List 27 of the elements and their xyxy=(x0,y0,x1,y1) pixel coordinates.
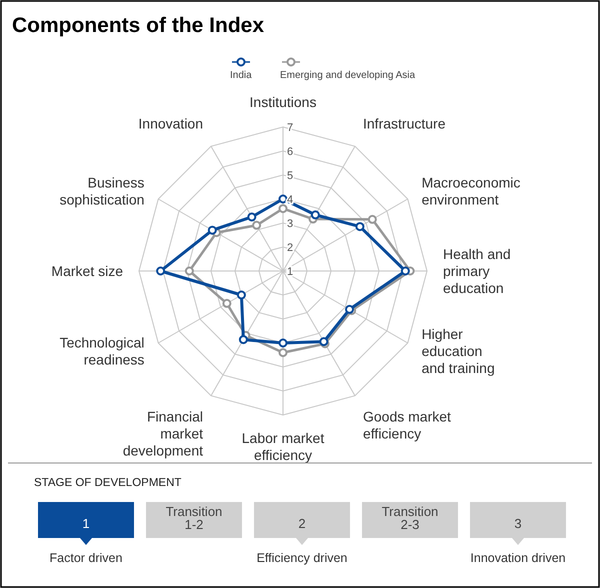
spoke-label: Market size xyxy=(51,263,124,279)
spoke-label: Business sophistication xyxy=(60,174,144,208)
spoke-label: Macroeconomic environment xyxy=(422,174,520,208)
spoke-label: Financial market development xyxy=(122,408,204,459)
stage-box: Transition 1-2 xyxy=(146,502,242,538)
spoke-label: Institutions xyxy=(250,94,316,110)
y-tick-label: 6 xyxy=(287,146,294,158)
spoke-label: Technological readiness xyxy=(60,334,144,368)
chart-title: Components of the Index xyxy=(12,14,264,37)
y-tick-label: 2 xyxy=(287,242,294,254)
stage-box: Transition 2-3 xyxy=(362,502,458,538)
y-tick-label: 3 xyxy=(287,218,294,230)
spoke-label: Labor market efficiency xyxy=(242,430,324,463)
legend-label: India xyxy=(230,70,252,81)
text: Factor driven xyxy=(50,551,123,565)
spoke-label: Innovation xyxy=(138,115,203,132)
y-tick-label: 5 xyxy=(287,170,294,182)
text: Innovation driven xyxy=(470,551,566,565)
legend-label: Emerging and developing Asia xyxy=(280,70,416,81)
text: STAGE OF DEVELOPMENT xyxy=(34,477,182,489)
spoke-label: Higher education and training xyxy=(422,326,495,376)
y-tick-label: 1 xyxy=(287,266,294,278)
spoke-label: Goods market efficiency xyxy=(363,408,452,442)
spoke-label: Health and primary education xyxy=(443,246,511,296)
text: Efficiency driven xyxy=(256,551,348,565)
y-tick-label: 7 xyxy=(287,122,294,134)
spoke-label: Infrastructure xyxy=(363,115,446,132)
